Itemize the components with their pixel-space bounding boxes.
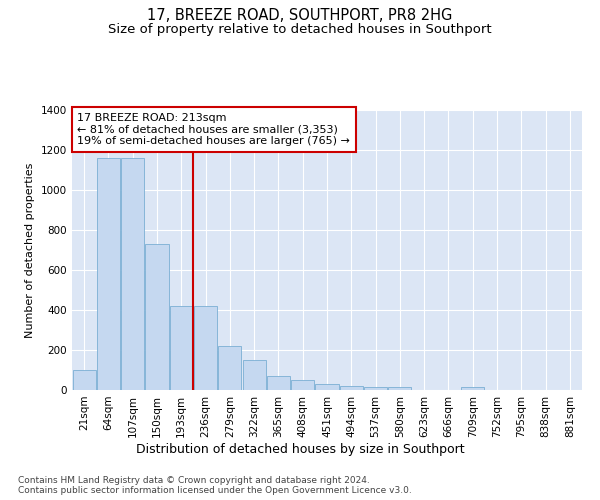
- Text: Size of property relative to detached houses in Southport: Size of property relative to detached ho…: [108, 22, 492, 36]
- Text: Distribution of detached houses by size in Southport: Distribution of detached houses by size …: [136, 442, 464, 456]
- Bar: [145, 244, 169, 390]
- Bar: [194, 306, 217, 390]
- Bar: [267, 376, 290, 390]
- Bar: [364, 386, 387, 390]
- Bar: [316, 384, 338, 390]
- Bar: [242, 360, 266, 390]
- Bar: [291, 380, 314, 390]
- Bar: [170, 306, 193, 390]
- Bar: [461, 386, 484, 390]
- Y-axis label: Number of detached properties: Number of detached properties: [25, 162, 35, 338]
- Bar: [97, 158, 120, 390]
- Text: 17, BREEZE ROAD, SOUTHPORT, PR8 2HG: 17, BREEZE ROAD, SOUTHPORT, PR8 2HG: [148, 8, 452, 22]
- Text: 17 BREEZE ROAD: 213sqm
← 81% of detached houses are smaller (3,353)
19% of semi-: 17 BREEZE ROAD: 213sqm ← 81% of detached…: [77, 113, 350, 146]
- Bar: [218, 346, 241, 390]
- Bar: [73, 370, 95, 390]
- Bar: [388, 386, 412, 390]
- Bar: [340, 386, 363, 390]
- Bar: [121, 158, 144, 390]
- Text: Contains HM Land Registry data © Crown copyright and database right 2024.
Contai: Contains HM Land Registry data © Crown c…: [18, 476, 412, 495]
